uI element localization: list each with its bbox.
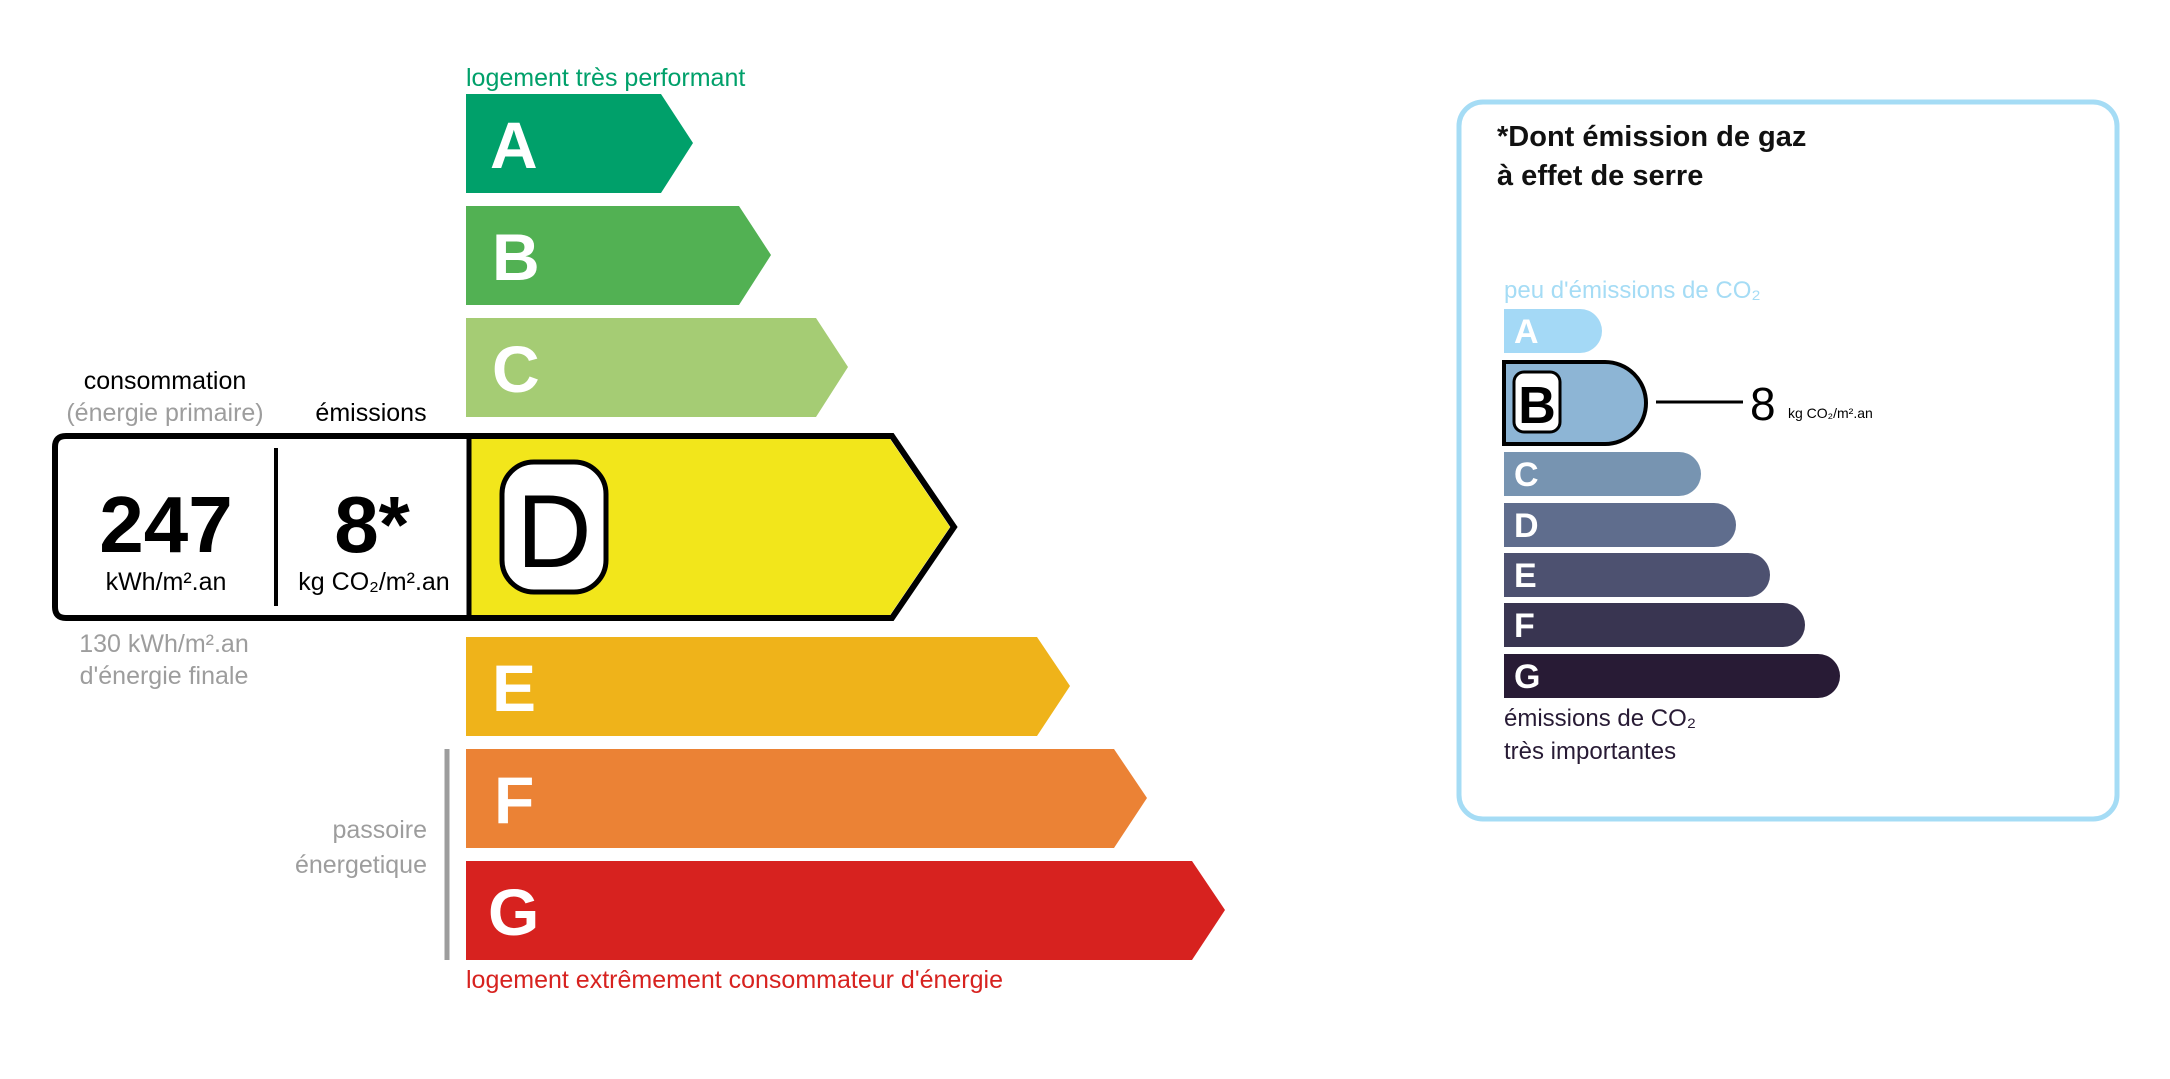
ghg-letter-g: G [1514, 658, 1540, 696]
class-bar-a-shape [466, 94, 693, 193]
class-bar-b: B [466, 206, 771, 305]
ghg-unit: kg CO₂/m².an [1788, 405, 1873, 421]
class-letter-b: B [492, 220, 540, 294]
emissions-value: 8* [334, 480, 410, 569]
ghg-bar-f: F [1504, 603, 1805, 647]
ghg-letter-b: B [1518, 377, 1556, 435]
ghg-letter-f: F [1514, 607, 1535, 645]
ghg-bar-e: E [1504, 553, 1770, 597]
ghg-letter-c: C [1514, 456, 1539, 494]
class-bar-c-shape [466, 318, 848, 417]
ghg-bar-c-shape [1504, 452, 1701, 496]
emissions-unit: kg CO₂/m².an [298, 568, 449, 596]
ghg-b-badge [1512, 370, 1562, 434]
class-bar-f: F [466, 749, 1147, 848]
ghg-bar-b-current: B 8 kg CO₂/m².an [1502, 360, 1873, 446]
ghg-bar-e-shape [1504, 553, 1770, 597]
ghg-title-1: *Dont émission de gaz [1497, 121, 1806, 153]
ghg-bottom-caption-1: émissions de CO₂ [1504, 705, 1696, 732]
final-energy-label: d'énergie finale [80, 662, 249, 690]
top-caption: logement très performant [466, 64, 745, 92]
class-bar-g: G [466, 861, 1225, 960]
ghg-bar-d-shape [1504, 503, 1736, 547]
current-class-box: D 247 kWh/m².an 8* kg CO₂/m².an [52, 433, 958, 621]
ghg-letter-a: A [1514, 313, 1539, 351]
class-letter-a: A [490, 108, 538, 182]
ghg-title-2: à effet de serre [1497, 160, 1703, 192]
emissions-header: émissions [315, 399, 426, 427]
bottom-caption: logement extrêmement consommateur d'éner… [466, 966, 1003, 994]
final-energy-value: 130 kWh/m².an [79, 630, 249, 658]
ghg-bottom-caption-2: très importantes [1504, 738, 1676, 765]
consumption-header: consommation [84, 367, 247, 395]
class-bar-e-shape [466, 637, 1070, 736]
ghg-bar-a: A [1504, 309, 1602, 353]
passoire-label-2: énergetique [295, 851, 427, 879]
ghg-bar-d: D [1504, 503, 1736, 547]
class-d-badge [499, 459, 609, 595]
class-bar-e: E [466, 637, 1070, 736]
ghg-letter-d: D [1514, 507, 1539, 545]
ghg-panel: *Dont émission de gaz à effet de serre p… [1456, 99, 2120, 822]
class-letter-g: G [488, 875, 539, 949]
passoire-label-1: passoire [333, 816, 428, 844]
ghg-value: 8 [1750, 378, 1776, 430]
ghg-top-caption: peu d'émissions de CO₂ [1504, 277, 1761, 304]
consumption-value: 247 [99, 480, 232, 569]
consumption-subheader: (énergie primaire) [66, 399, 263, 427]
ghg-bar-c: C [1504, 452, 1701, 496]
class-bar-b-shape [466, 206, 771, 305]
class-bar-f-shape [466, 749, 1147, 848]
class-letter-e: E [492, 651, 536, 725]
energy-label: logement très performant A B C D 247 kWh… [52, 64, 1225, 994]
consumption-unit: kWh/m².an [106, 568, 227, 596]
class-letter-d: D [516, 474, 591, 590]
ghg-letter-e: E [1514, 557, 1537, 595]
ghg-bar-f-shape [1504, 603, 1805, 647]
class-letter-c: C [492, 332, 540, 406]
class-bar-g-shape [466, 861, 1225, 960]
class-letter-f: F [494, 763, 534, 837]
ghg-bar-g-shape [1504, 654, 1840, 698]
class-bar-a: A [466, 94, 693, 193]
ghg-bar-g: G [1504, 654, 1840, 698]
ghg-bar-a-shape [1504, 309, 1602, 353]
class-bar-c: C [466, 318, 848, 417]
